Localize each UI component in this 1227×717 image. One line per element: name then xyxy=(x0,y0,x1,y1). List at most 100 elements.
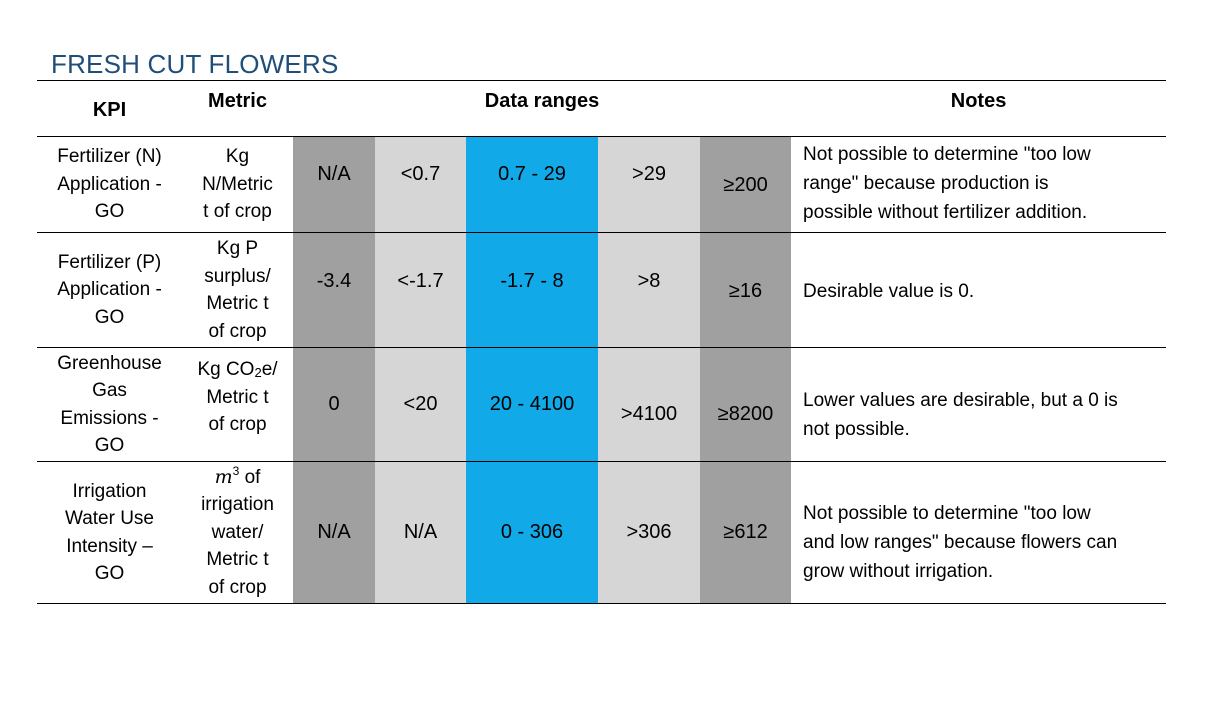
range-value: <-1.7 xyxy=(397,269,444,292)
range-low: <-1.7 xyxy=(375,232,466,348)
kpi-line: Fertilizer (P) xyxy=(57,251,162,273)
kpi-line: GO xyxy=(94,435,125,456)
range-low: N/A xyxy=(375,461,466,604)
range-value: >8 xyxy=(637,269,661,292)
kpi-table: KPI Metric Data ranges Notes Fertilizer … xyxy=(37,80,1167,604)
metric-line: surplus/ xyxy=(204,265,271,287)
notes-cell: Not possible to determine "too low and l… xyxy=(791,461,1167,604)
range-desirable: 0 - 306 xyxy=(466,461,598,604)
range-too-high: ≥16 xyxy=(700,232,792,348)
range-desirable: 20 - 4100 xyxy=(466,347,598,462)
range-value: N/A xyxy=(317,521,351,543)
range-value: -1.7 - 8 xyxy=(500,269,564,292)
range-low: <20 xyxy=(375,347,466,462)
range-too-low: N/A xyxy=(293,136,375,233)
metric-line: t of crop xyxy=(203,201,272,223)
range-too-high: ≥200 xyxy=(700,136,792,233)
kpi-line: Emissions - xyxy=(60,407,159,429)
table-row: Fertilizer (P) Application - GO Kg P sur… xyxy=(37,232,1167,348)
notes-line: Lower values are desirable, but a 0 is xyxy=(803,389,1118,411)
metric-line: Kg xyxy=(225,146,250,168)
kpi-line: Water Use xyxy=(64,508,155,529)
kpi-line: GO xyxy=(94,201,125,223)
range-value: N/A xyxy=(403,521,438,543)
metric-line: m3 of xyxy=(182,464,293,492)
kpi-line: Application - xyxy=(57,173,162,195)
kpi-cell: Fertilizer (N) Application - GO xyxy=(37,136,182,233)
metric-cell: Kg P surplus/ Metric t of crop xyxy=(182,232,293,348)
range-value: >29 xyxy=(632,163,666,185)
range-too-low: N/A xyxy=(293,461,375,604)
metric-subscript: 2 xyxy=(254,365,262,381)
kpi-line: Intensity – xyxy=(66,535,153,557)
kpi-line: Greenhouse xyxy=(57,352,162,374)
range-high: >29 xyxy=(598,136,700,233)
notes-line: Not possible to determine "too low xyxy=(803,144,1091,165)
notes-line: possible without fertilizer addition. xyxy=(803,202,1088,223)
range-high: >4100 xyxy=(598,347,700,462)
metric-line: Metric t xyxy=(206,549,269,571)
range-value: 20 - 4100 xyxy=(489,393,575,415)
range-value: N/A xyxy=(317,163,351,185)
range-high: >306 xyxy=(598,461,700,604)
metric-cell: Kg N/Metric t of crop xyxy=(182,136,293,233)
range-value: <20 xyxy=(403,393,438,415)
range-low: <0.7 xyxy=(375,136,466,233)
metric-line: Kg CO2e/ xyxy=(182,356,293,384)
metric-cell: m3 of irrigation water/ Metric t of crop xyxy=(182,461,293,604)
metric-line: of crop xyxy=(208,576,267,598)
range-too-high: ≥8200 xyxy=(700,347,792,462)
table-row: Greenhouse Gas Emissions - GO Kg CO2e/ M… xyxy=(37,347,1167,462)
range-value: -3.4 xyxy=(316,269,352,292)
notes-line: grow without irrigation. xyxy=(803,561,994,582)
range-value: 0.7 - 29 xyxy=(498,163,566,185)
header-metric: Metric xyxy=(182,80,293,137)
notes-line: and low ranges" because flowers can xyxy=(803,532,1118,553)
metric-variable: m xyxy=(214,465,233,488)
kpi-line: Application - xyxy=(57,279,162,301)
kpi-cell: Irrigation Water Use Intensity – GO xyxy=(37,461,182,604)
range-value: >306 xyxy=(626,521,672,543)
notes-cell: Not possible to determine "too low range… xyxy=(791,136,1167,233)
range-too-low: -3.4 xyxy=(293,232,375,348)
range-value: <0.7 xyxy=(400,163,441,185)
table-row: Irrigation Water Use Intensity – GO m3 o… xyxy=(37,461,1167,604)
metric-line: irrigation xyxy=(201,494,274,516)
page-title: FRESH CUT FLOWERS xyxy=(51,49,339,79)
range-value: 0 - 306 xyxy=(500,521,564,543)
range-value: ≥8200 xyxy=(717,403,774,425)
metric-line: Metric t xyxy=(206,293,269,314)
table-header-row: KPI Metric Data ranges Notes xyxy=(37,80,1167,137)
kpi-line: Gas xyxy=(92,380,127,401)
kpi-cell: Greenhouse Gas Emissions - GO xyxy=(37,347,182,462)
metric-line: water/ xyxy=(211,521,264,543)
range-value: >4100 xyxy=(620,403,678,425)
metric-cell: Kg CO2e/ Metric t of crop xyxy=(182,347,293,462)
range-value: 0 xyxy=(328,393,340,415)
range-high: >8 xyxy=(598,232,700,348)
metric-line: Kg P xyxy=(216,238,259,259)
metric-prefix: Kg CO xyxy=(197,359,255,381)
table-row: Fertilizer (N) Application - GO Kg N/Met… xyxy=(37,136,1167,233)
notes-line: Not possible to determine "too low xyxy=(803,503,1091,524)
metric-line: of crop xyxy=(208,320,267,342)
notes-cell: Lower values are desirable, but a 0 is n… xyxy=(791,347,1167,462)
range-value: ≥612 xyxy=(723,521,768,543)
range-value: ≥16 xyxy=(728,279,763,302)
metric-suffix: e/ xyxy=(261,359,278,381)
range-value: ≥200 xyxy=(723,174,768,196)
kpi-line: Fertilizer (N) xyxy=(57,146,162,168)
kpi-line: Irrigation xyxy=(72,480,147,502)
header-data-ranges: Data ranges xyxy=(293,80,792,137)
kpi-line: GO xyxy=(94,563,125,584)
range-desirable: 0.7 - 29 xyxy=(466,136,598,233)
notes-line: Desirable value is 0. xyxy=(803,280,975,302)
metric-line: N/Metric xyxy=(202,173,273,195)
range-too-low: 0 xyxy=(293,347,375,462)
metric-superscript: 3 xyxy=(232,463,240,478)
kpi-line: GO xyxy=(94,306,125,328)
notes-cell: Desirable value is 0. xyxy=(791,232,1167,348)
notes-line: range" because production is xyxy=(803,173,1049,194)
notes-line: not possible. xyxy=(803,418,910,440)
metric-line: of crop xyxy=(208,414,267,436)
